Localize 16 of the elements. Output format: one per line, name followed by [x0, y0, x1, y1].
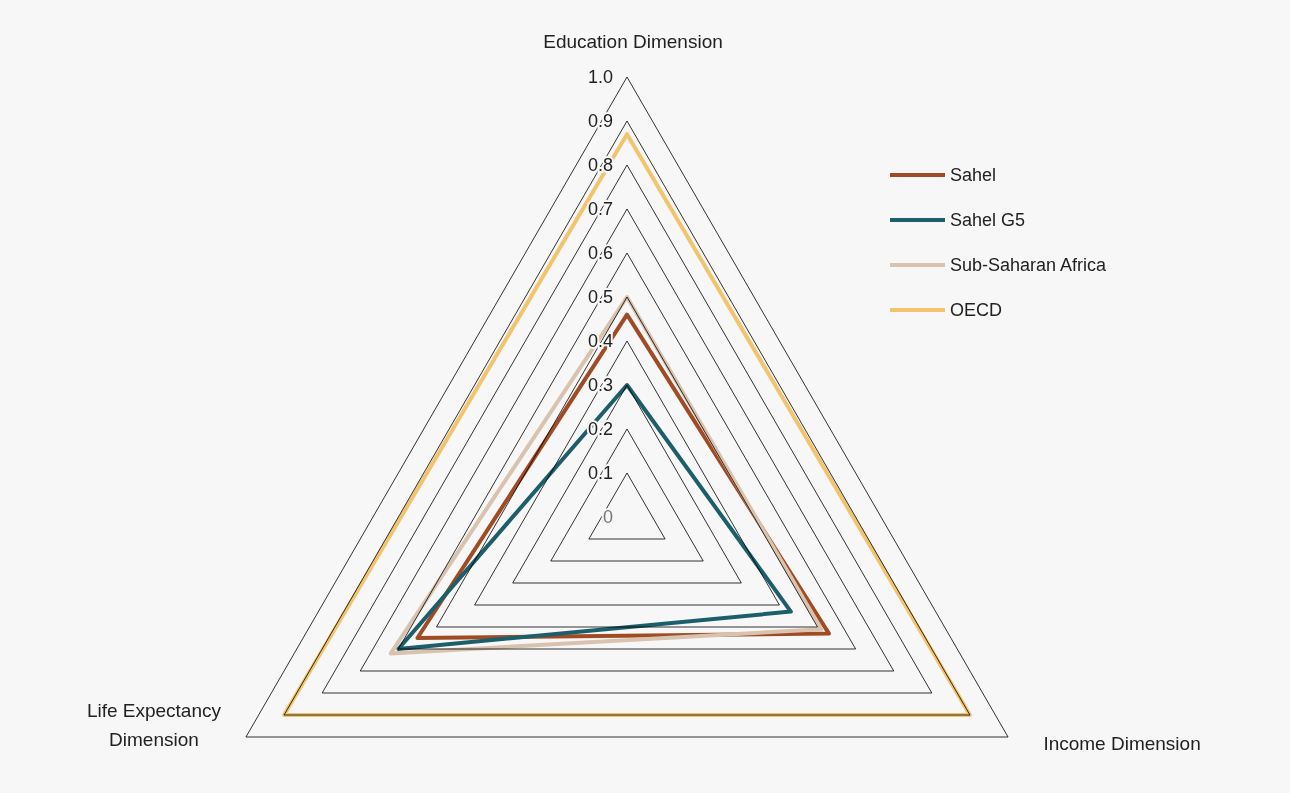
legend-label: Sahel: [950, 165, 997, 185]
y-tick-label: 0: [602, 507, 613, 527]
y-tick-label: 0.9: [587, 111, 613, 131]
y-tick-label: 0.2: [587, 419, 613, 439]
spoke-label: Life Expectancy Dimension: [86, 700, 222, 750]
spoke-label: Education Dimension: [543, 31, 723, 52]
y-tick-label: 1.0: [587, 67, 613, 87]
y-tick-label: 0.5: [587, 287, 613, 307]
legend-label: Sahel G5: [950, 210, 1026, 230]
y-tick-label: 0.6: [587, 243, 613, 263]
y-tick-label: 0.7: [587, 199, 613, 219]
y-tick-label: 0.3: [587, 375, 613, 395]
legend-label: Sub-Saharan Africa: [950, 255, 1108, 275]
legend-label: OECD: [950, 300, 1003, 320]
spoke-label: Income Dimension: [1043, 733, 1201, 754]
y-tick-label: 0.1: [587, 463, 613, 483]
